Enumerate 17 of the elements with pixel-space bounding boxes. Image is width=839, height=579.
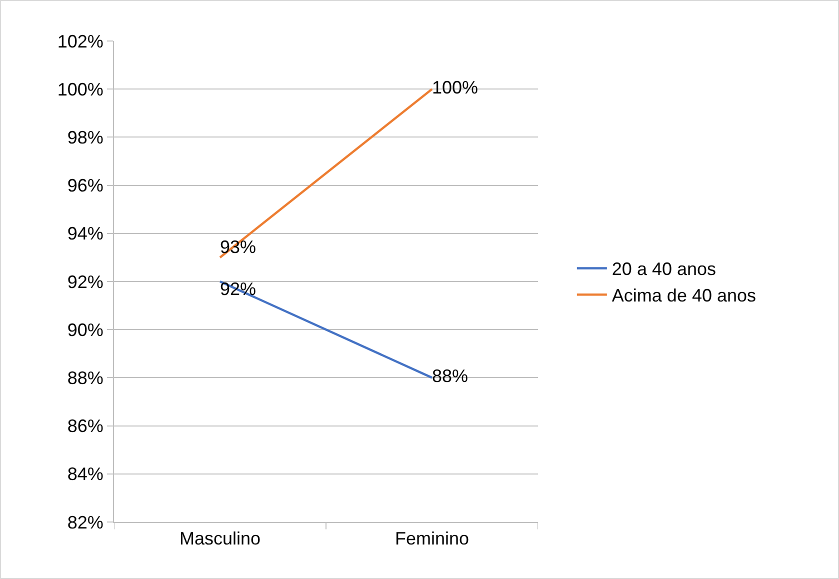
- y-tick-label: 88%: [67, 368, 104, 388]
- y-tick-label: 92%: [67, 272, 104, 292]
- y-tick-label: 100%: [57, 79, 104, 100]
- x-tick-label: Feminino: [394, 528, 470, 549]
- legend-label: Acima de 40 anos: [612, 286, 756, 306]
- data-label: 88%: [432, 366, 468, 386]
- x-tick-label: Masculino: [179, 528, 261, 549]
- y-tick-label: 102%: [57, 31, 104, 52]
- y-tick-label: 86%: [67, 416, 104, 436]
- data-label: 100%: [432, 78, 478, 98]
- y-tick-label: 84%: [67, 464, 104, 484]
- y-tick-label: 96%: [67, 176, 104, 196]
- y-tick-label: 94%: [67, 224, 104, 244]
- legend-label: 20 a 40 anos: [612, 259, 716, 280]
- y-tick-label: 90%: [67, 320, 104, 340]
- y-tick-label: 98%: [67, 128, 104, 148]
- y-tick-label: 82%: [67, 512, 104, 532]
